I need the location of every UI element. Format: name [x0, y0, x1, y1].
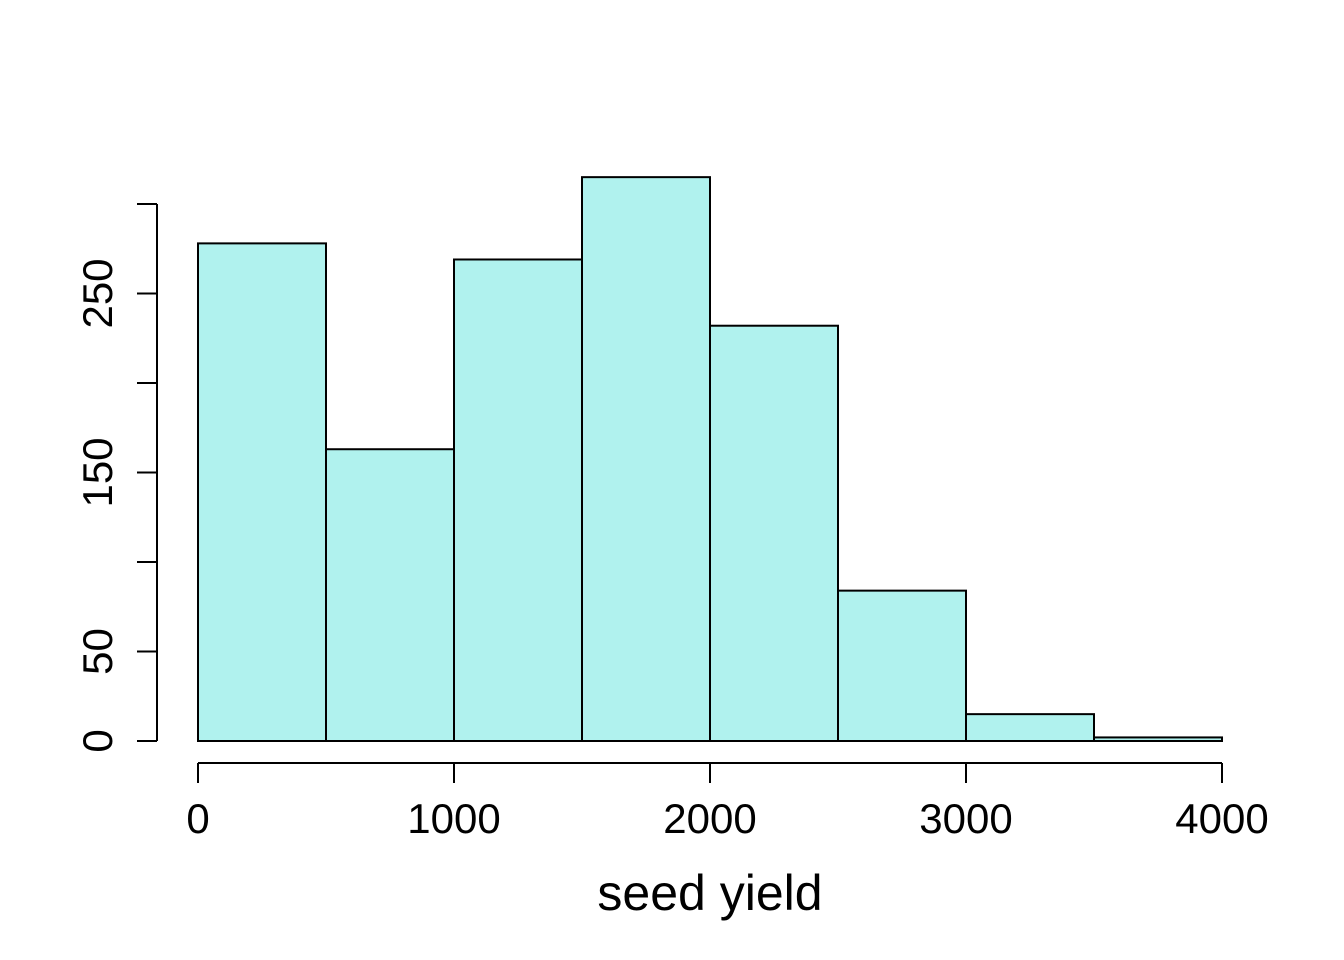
histogram-bar-0 [197, 242, 327, 742]
histogram-bar-6 [965, 713, 1095, 743]
histogram-bar-7 [1093, 736, 1223, 742]
y-tick-label-3: 150 [74, 437, 121, 507]
x-tick-label-3: 3000 [919, 795, 1012, 842]
y-axis: 0 50 150 250 [74, 203, 158, 753]
x-tick-label-0: 0 [186, 795, 209, 842]
histogram-bar-3 [581, 176, 711, 742]
x-tick-label-2: 2000 [663, 795, 756, 842]
histogram-bar-5 [837, 589, 967, 743]
y-tick-label-0: 0 [74, 729, 121, 752]
x-axis: 0 1000 2000 3000 4000 [186, 762, 1269, 842]
histogram-bar-2 [453, 258, 583, 742]
bars-group [197, 176, 1223, 743]
x-axis-title: seed yield [597, 865, 822, 921]
y-tick-label-1: 50 [74, 628, 121, 675]
y-tick-label-5: 250 [74, 258, 121, 328]
x-tick-label-1: 1000 [407, 795, 500, 842]
histogram-bar-1 [325, 448, 455, 742]
x-tick-label-4: 4000 [1175, 795, 1268, 842]
histogram-bar-4 [709, 324, 839, 742]
